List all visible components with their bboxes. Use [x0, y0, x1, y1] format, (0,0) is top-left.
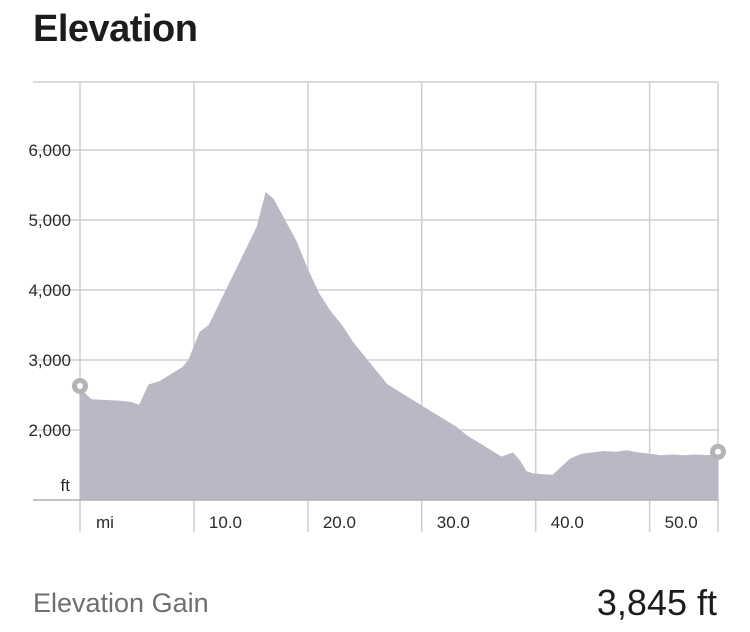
- y-tick-label: 2,000: [28, 421, 71, 440]
- x-tick-label: 50.0: [665, 513, 698, 532]
- x-tick-label: 30.0: [437, 513, 470, 532]
- marker-dot: [715, 448, 721, 455]
- x-axis-labels: mi 10.0 20.0 30.0 40.0 50.0: [96, 513, 698, 532]
- y-unit-label: ft: [61, 476, 71, 495]
- y-tick-label: 5,000: [28, 211, 71, 230]
- x-tick-label: 40.0: [551, 513, 584, 532]
- endpoint-markers: [72, 378, 726, 460]
- elevation-gain-label: Elevation Gain: [33, 588, 209, 618]
- elevation-area: [80, 192, 718, 500]
- y-tick-label: 4,000: [28, 281, 71, 300]
- page-title: Elevation: [33, 8, 198, 50]
- y-tick-label: 3,000: [28, 351, 71, 370]
- x-unit-label: mi: [96, 513, 114, 532]
- y-tick-label: 6,000: [28, 141, 71, 160]
- elevation-chart: ft 2,000 3,000 4,000 5,000 6,000 mi 10.0 20.0 30…: [28, 81, 726, 532]
- y-axis-labels: ft 2,000 3,000 4,000 5,000 6,000: [28, 141, 71, 495]
- elevation-gain-value: 3,845 ft: [596, 582, 717, 623]
- x-tick-label: 20.0: [323, 513, 356, 532]
- marker-dot: [77, 383, 83, 389]
- x-tick-label: 10.0: [209, 513, 242, 532]
